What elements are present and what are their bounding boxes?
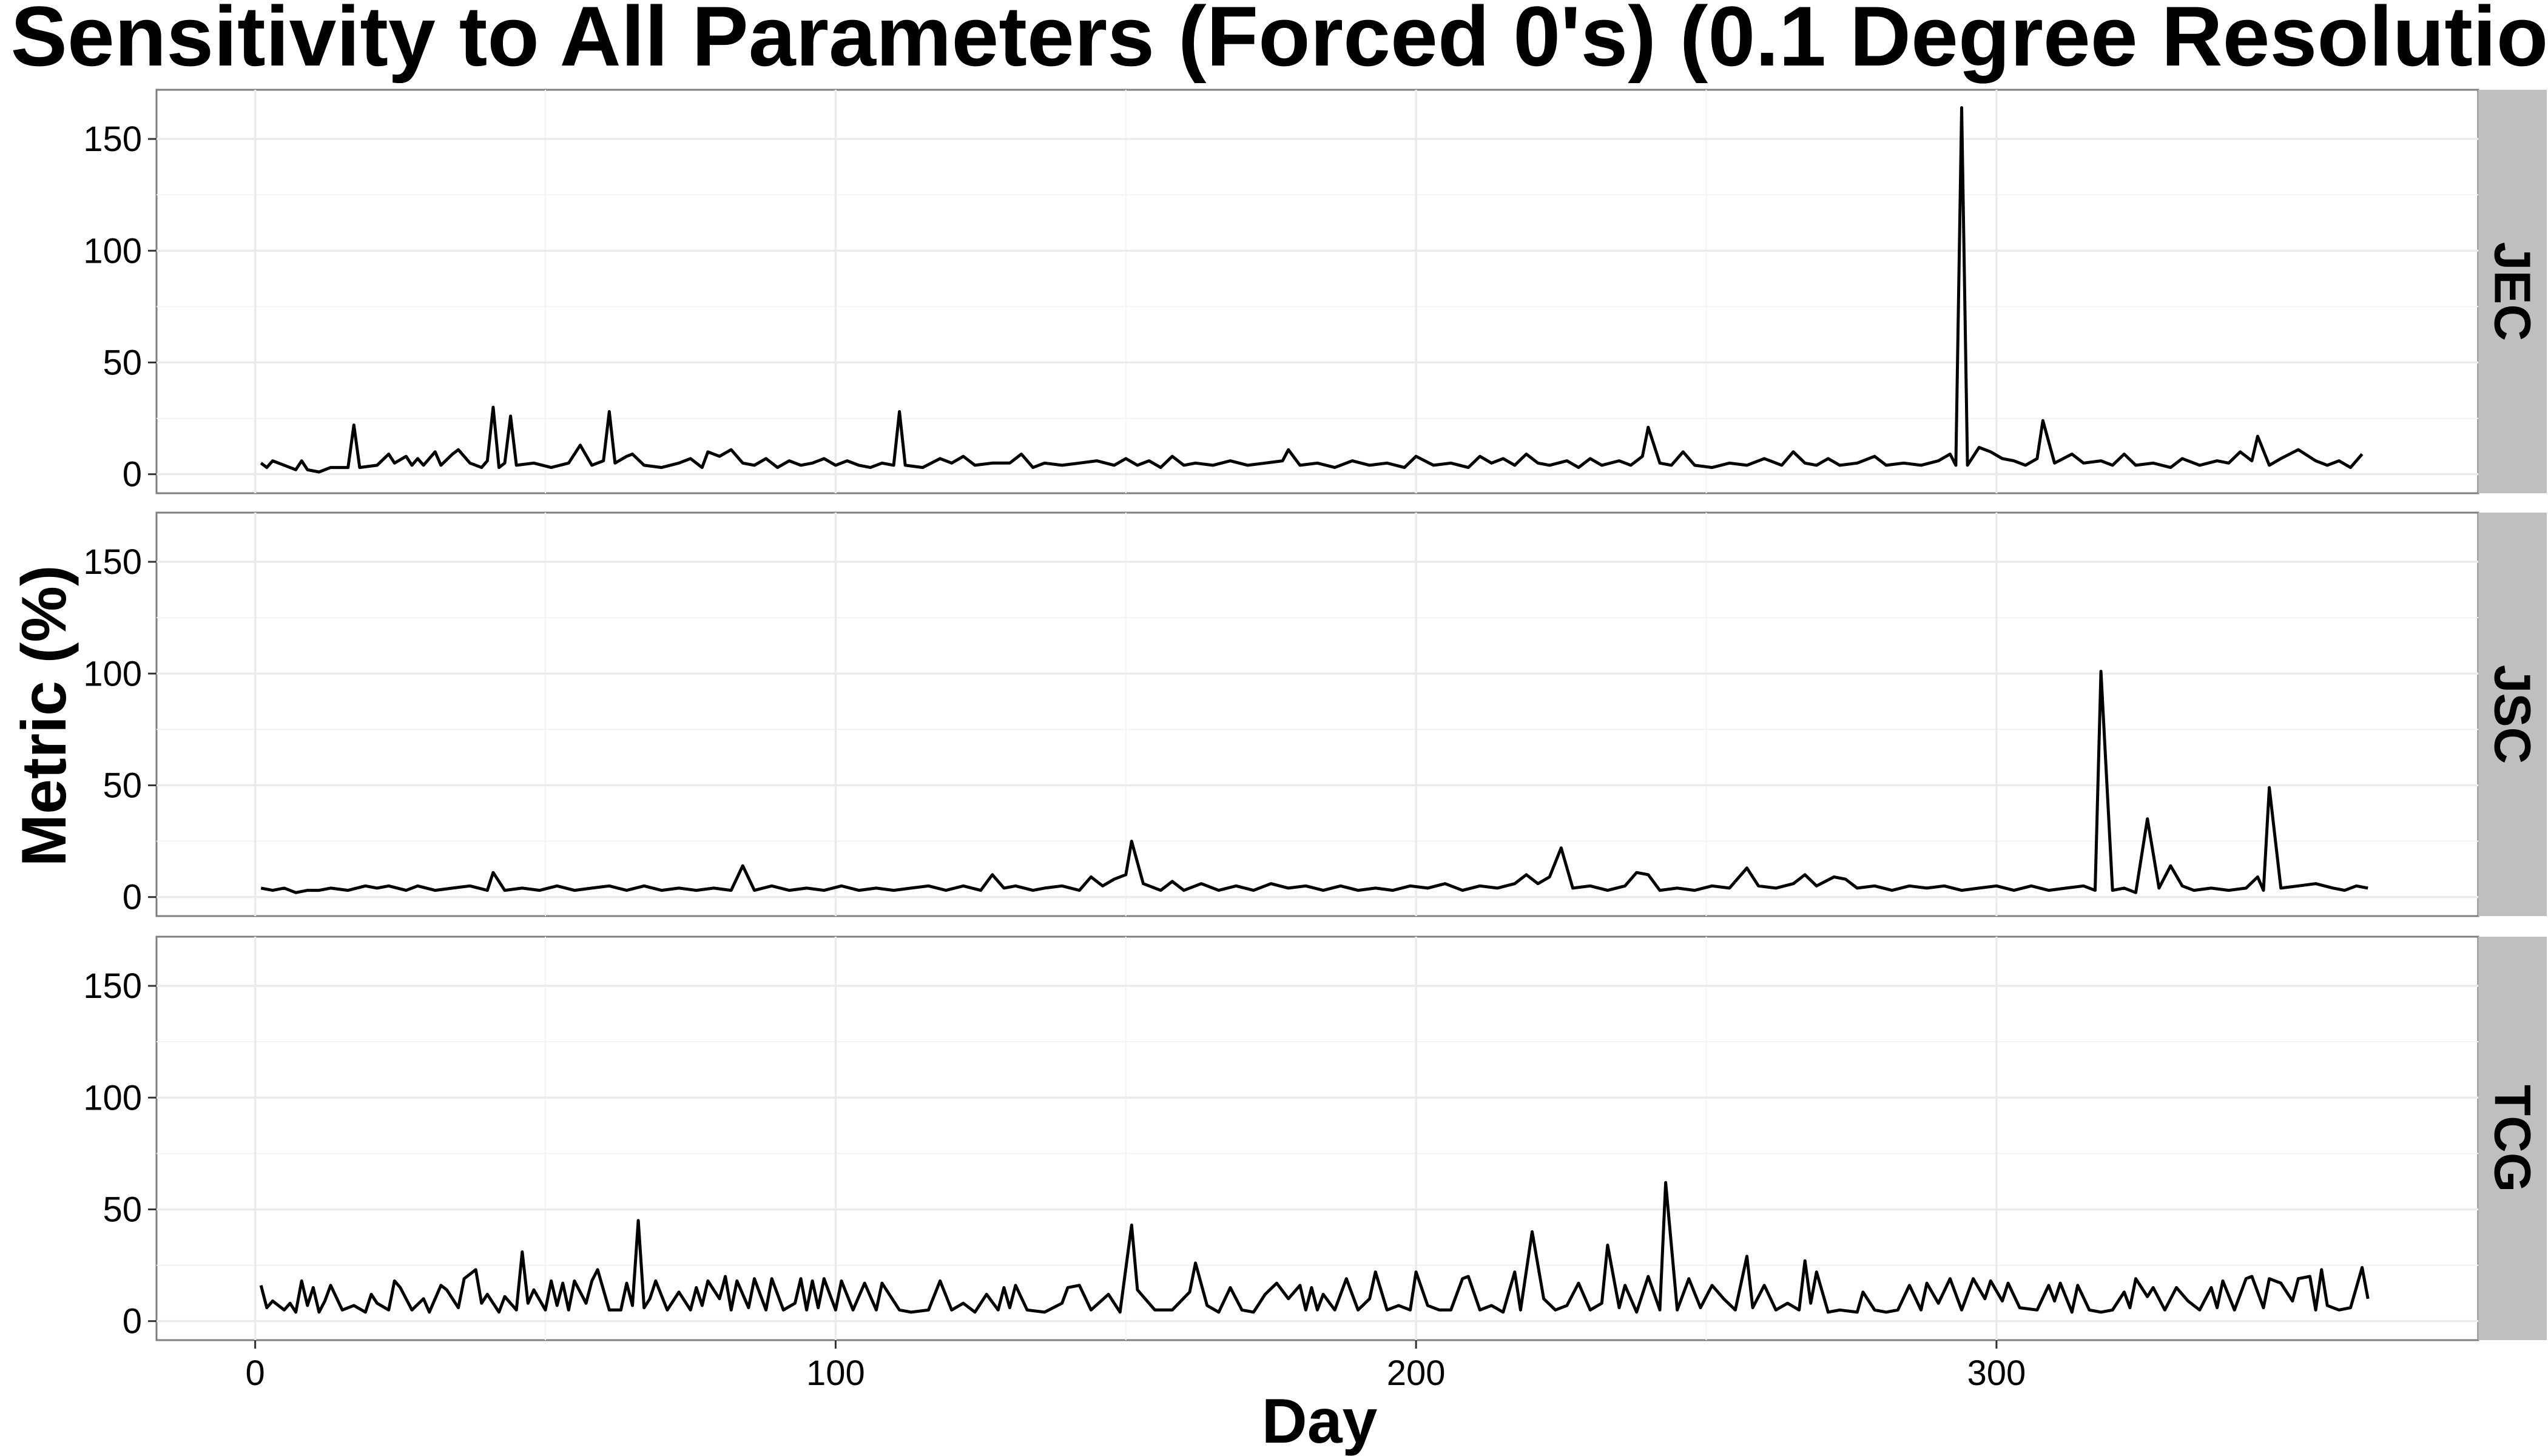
panel-jsc: 0 50 100 150 JSC bbox=[83, 511, 2547, 917]
x-tick-label: 0 bbox=[246, 1353, 265, 1393]
chart-title: Sensitivity to All Parameters (Forced 0'… bbox=[11, 0, 2548, 84]
facet-strip bbox=[2478, 90, 2547, 493]
y-tick-label: 150 bbox=[83, 120, 142, 159]
y-tick-label: 50 bbox=[103, 1190, 142, 1229]
facet-strip-label: JSC bbox=[2484, 665, 2541, 764]
y-axis-title: Metric (%) bbox=[9, 565, 79, 867]
facet-strip bbox=[2478, 937, 2547, 1340]
panel-jec: 0 50 100 150 JEC bbox=[83, 89, 2547, 494]
y-tick-label: 0 bbox=[123, 878, 142, 917]
y-tick-label: 0 bbox=[123, 1302, 142, 1341]
series-line-tcg bbox=[259, 1181, 2370, 1314]
facet-panels: 0 50 100 150 JEC 0 50 100 150 JSC 0 50 100 150 TCG 0 100… bbox=[83, 89, 2547, 1393]
y-tick-label: 50 bbox=[103, 766, 142, 805]
y-tick-label: 150 bbox=[83, 542, 142, 582]
panel-background bbox=[155, 935, 2479, 1341]
facet-strip-label: TCG bbox=[2484, 1085, 2541, 1192]
facet-strip-label: JEC bbox=[2484, 242, 2541, 341]
y-tick-label: 150 bbox=[83, 966, 142, 1006]
y-tick-label: 100 bbox=[83, 231, 142, 271]
panel-background bbox=[155, 89, 2479, 494]
y-tick-label: 50 bbox=[103, 343, 142, 382]
x-tick-label: 300 bbox=[1967, 1353, 2026, 1393]
y-tick-label: 0 bbox=[123, 455, 142, 494]
panel-tcg: 0 50 100 150 TCG 0 100 200 300 bbox=[83, 935, 2547, 1393]
x-tick-label: 100 bbox=[806, 1353, 865, 1393]
panel-background bbox=[155, 511, 2479, 917]
y-tick-label: 100 bbox=[83, 654, 142, 693]
series-line-jec bbox=[260, 106, 2364, 474]
x-tick-label: 200 bbox=[1387, 1353, 1446, 1393]
facet-strip bbox=[2478, 513, 2547, 916]
x-axis-title: Day bbox=[1262, 1386, 1378, 1456]
y-tick-label: 100 bbox=[83, 1078, 142, 1117]
series-line-jsc bbox=[260, 670, 2368, 894]
